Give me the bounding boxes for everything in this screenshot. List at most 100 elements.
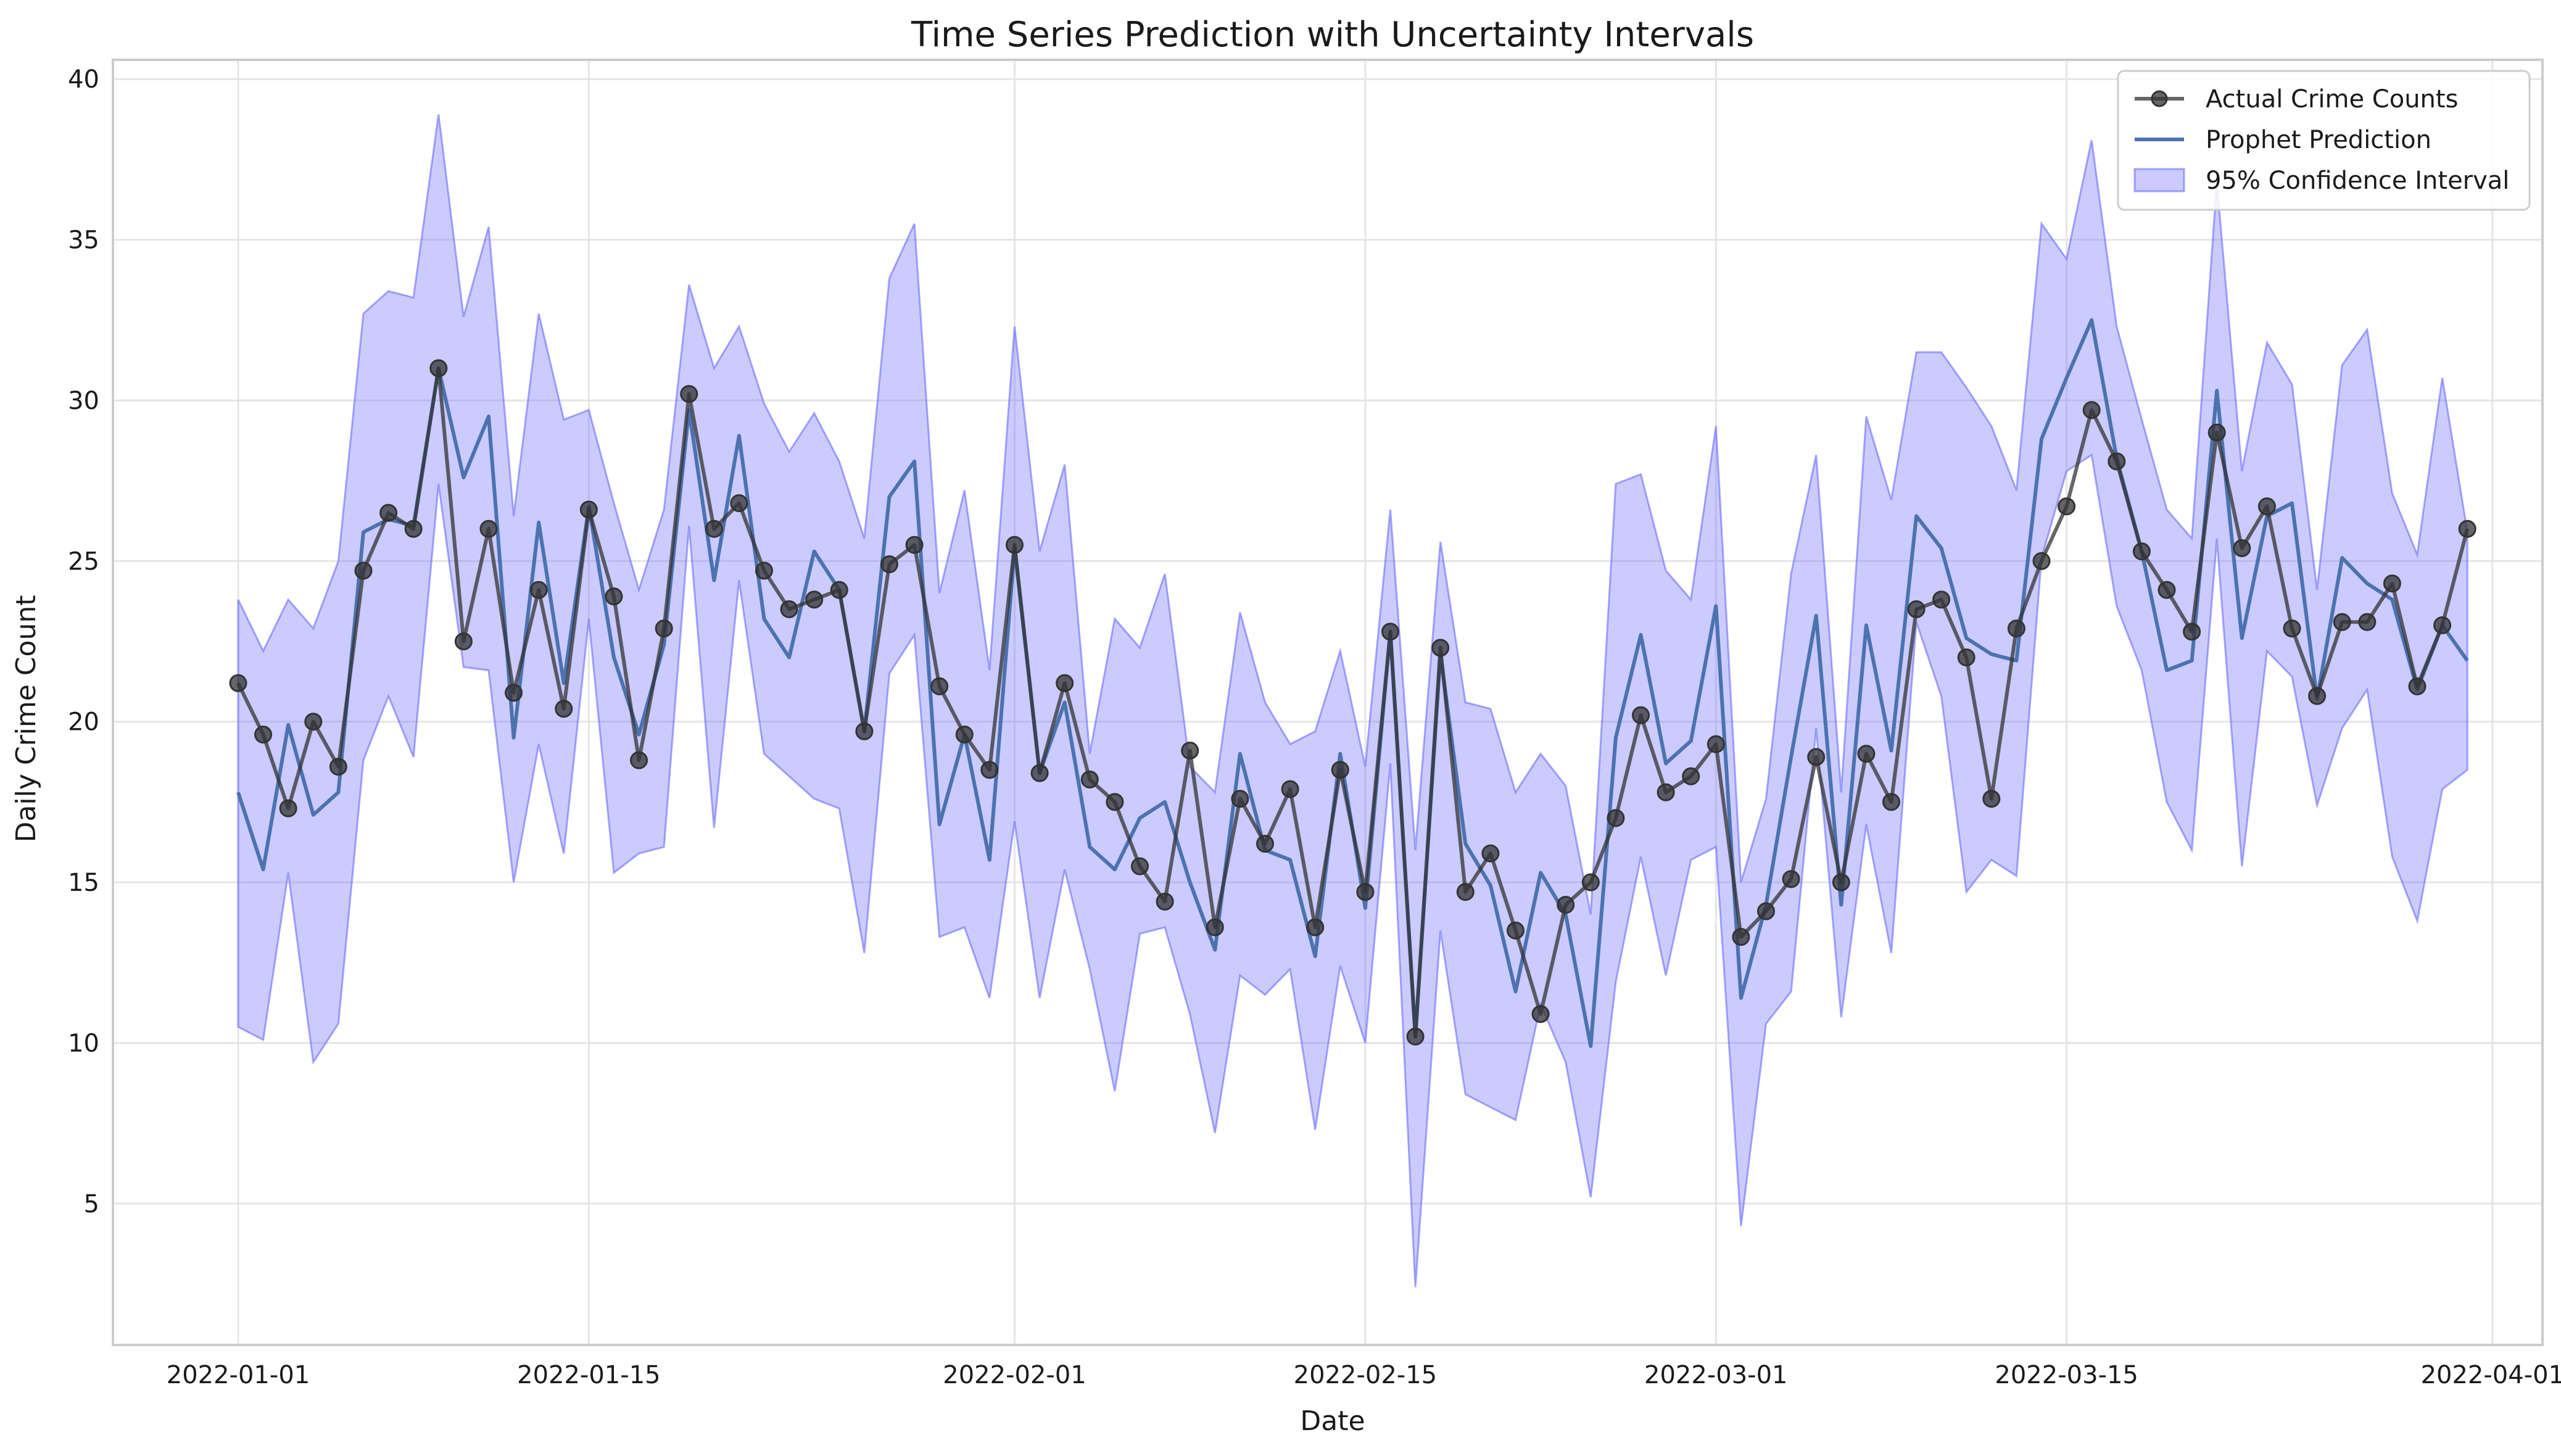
- y-tick-label: 20: [68, 708, 99, 737]
- confidence-band-layer: [237, 114, 2468, 1288]
- legend-box: [2117, 70, 2531, 211]
- actual-point: [1607, 809, 1625, 827]
- actual-point: [705, 519, 723, 538]
- y-tick-label: 35: [68, 226, 99, 255]
- y-tick-label: 10: [68, 1029, 99, 1057]
- actual-point: [930, 677, 949, 695]
- actual-point: [1932, 590, 1951, 609]
- actual-point: [404, 519, 423, 538]
- x-tick-label: 2022-01-01: [167, 1361, 310, 1389]
- actual-point: [2007, 619, 2025, 638]
- actual-line: [236, 366, 2470, 1039]
- actual-point: [279, 799, 297, 817]
- actual-point: [1682, 767, 1700, 785]
- legend-interval-swatch: [2133, 168, 2185, 192]
- actual-point: [2233, 539, 2251, 557]
- actual-point: [2433, 616, 2452, 634]
- actual-point: [2408, 677, 2427, 695]
- chart-title: Time Series Prediction with Uncertainty …: [911, 15, 1754, 55]
- actual-point: [1331, 761, 1349, 779]
- actual-point: [1030, 764, 1049, 782]
- actual-point: [329, 758, 347, 776]
- actual-point: [880, 555, 898, 574]
- actual-point: [1181, 742, 1199, 760]
- actual-point: [454, 632, 473, 651]
- actual-point: [1957, 648, 1976, 667]
- actual-point: [1632, 706, 1650, 724]
- actual-point: [2458, 519, 2476, 538]
- actual-point: [830, 581, 848, 599]
- plot-frame: [112, 59, 2544, 1346]
- actual-point: [680, 385, 698, 403]
- actual-point: [1080, 771, 1099, 788]
- actual-point: [579, 500, 598, 519]
- actual-point: [1106, 793, 1124, 811]
- actual-point: [1982, 790, 2001, 808]
- actual-point: [2383, 574, 2401, 593]
- actual-point: [955, 726, 974, 744]
- actual-point: [2058, 497, 2076, 516]
- actual-point: [304, 713, 323, 731]
- actual-point: [1557, 896, 1575, 914]
- series-lines-layer: [236, 318, 2470, 1048]
- actual-point: [1757, 902, 1775, 920]
- legend-actual-marker-swatch: [2151, 90, 2168, 107]
- actual-point: [1156, 892, 1174, 911]
- actual-point: [1056, 674, 1074, 692]
- actual-point: [2108, 452, 2126, 471]
- actual-point: [1782, 870, 1800, 888]
- actual-point: [2082, 401, 2101, 420]
- legend-label-actual: Actual Crime Counts: [2206, 85, 2458, 114]
- actual-point: [2207, 423, 2226, 442]
- legend-label-interval: 95% Confidence Interval: [2206, 167, 2509, 195]
- actual-point: [1481, 844, 1500, 862]
- actual-point: [1356, 883, 1375, 901]
- actual-point: [980, 761, 999, 779]
- actual-point: [780, 600, 798, 618]
- actual-point: [1206, 918, 1224, 937]
- actual-point: [1431, 639, 1450, 657]
- tick-labels-layer: 5 10 15 20 25 30 35 40 2022-01-01 2022-01-15 2022-…: [68, 65, 2561, 1389]
- actual-point: [755, 561, 773, 580]
- actual-point: [379, 503, 398, 522]
- actual-point: [1732, 928, 1750, 946]
- actual-markers-layer: [229, 359, 2476, 1046]
- actual-point: [2183, 623, 2201, 641]
- actual-point: [429, 359, 448, 378]
- actual-point: [505, 684, 523, 702]
- x-tick-label: 2022-03-01: [1644, 1361, 1787, 1389]
- actual-point: [1281, 780, 1299, 798]
- actual-point: [605, 587, 623, 606]
- y-tick-label: 25: [68, 547, 99, 576]
- actual-point: [1907, 600, 1926, 618]
- actual-point: [1581, 873, 1600, 891]
- x-tick-label: 2022-02-15: [1294, 1361, 1437, 1389]
- actual-point: [630, 751, 648, 769]
- actual-point: [1657, 783, 1675, 801]
- legend-label-prediction: Prophet Prediction: [2206, 126, 2431, 154]
- actual-point: [1531, 1005, 1550, 1024]
- actual-point: [1882, 793, 1900, 811]
- actual-point: [2158, 581, 2176, 599]
- actual-point: [855, 722, 874, 740]
- actual-point: [1857, 745, 1876, 763]
- actual-point: [229, 674, 247, 692]
- actual-point: [1006, 536, 1024, 554]
- actual-point: [2132, 542, 2151, 561]
- x-tick-label: 2022-01-15: [517, 1361, 660, 1389]
- actual-point: [1832, 873, 1850, 891]
- x-axis-label: Date: [1300, 1405, 1365, 1437]
- actual-point: [730, 494, 748, 513]
- actual-point: [2358, 613, 2377, 631]
- actual-point: [555, 700, 573, 718]
- legend: Actual Crime Counts Prophet Prediction 9…: [2117, 70, 2531, 211]
- actual-point: [1807, 748, 1826, 766]
- actual-point: [1131, 857, 1149, 875]
- confidence-interval-band: [237, 114, 2468, 1288]
- actual-point: [2333, 613, 2351, 631]
- actual-point: [2283, 619, 2301, 638]
- y-tick-label: 30: [68, 387, 99, 415]
- y-tick-label: 15: [68, 869, 99, 897]
- actual-point: [2032, 552, 2051, 570]
